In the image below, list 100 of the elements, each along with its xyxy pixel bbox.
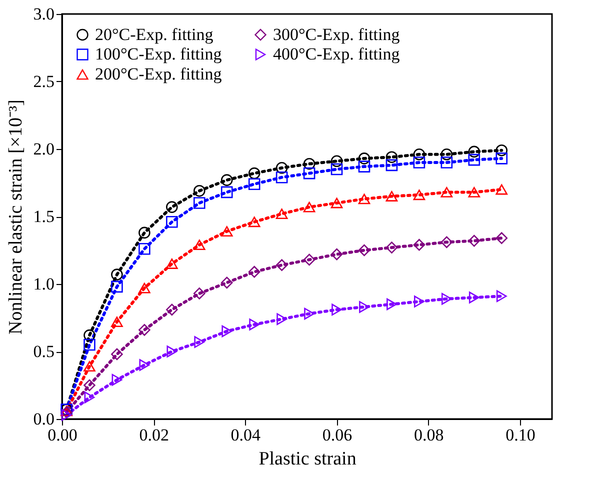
point <box>193 197 206 209</box>
y-tick-label: 3.0 <box>33 4 54 24</box>
point <box>468 154 480 166</box>
point <box>304 308 314 320</box>
x-tick-label: 0.04 <box>230 426 262 444</box>
point <box>276 162 288 174</box>
point <box>193 288 206 300</box>
y-tick-label: 1.5 <box>33 207 54 226</box>
point <box>220 276 233 289</box>
legend-label: 400°C-Exp. fitting <box>273 44 400 64</box>
point <box>276 171 288 184</box>
point <box>166 258 178 269</box>
x-tick-label: 0.10 <box>506 426 536 444</box>
point <box>220 226 233 237</box>
point <box>332 304 342 316</box>
y-axis-title: Nonlinear elastic strain [×10⁻³] <box>5 99 26 335</box>
y-tick-label: 0.0 <box>33 410 54 428</box>
point <box>111 348 123 360</box>
point <box>111 268 123 280</box>
point <box>413 238 426 251</box>
point <box>414 296 424 308</box>
point <box>496 290 507 302</box>
legend-label: 100°C-Exp. fitting <box>95 44 222 64</box>
point <box>166 304 178 316</box>
point <box>330 198 343 208</box>
point <box>386 159 398 172</box>
point <box>84 392 95 404</box>
point <box>222 325 232 338</box>
point <box>248 178 260 190</box>
point <box>111 316 123 327</box>
legend-label: 300°C-Exp. fitting <box>273 24 400 44</box>
point <box>248 216 260 228</box>
point <box>440 148 453 160</box>
point <box>276 208 288 219</box>
point <box>138 324 150 336</box>
y-tick-label: 2.0 <box>33 140 54 158</box>
point <box>139 359 150 371</box>
point <box>496 144 508 156</box>
legend-label: 20°C-Exp. fitting <box>95 24 214 44</box>
y-tick-label: 1.0 <box>33 274 54 294</box>
point <box>413 156 426 168</box>
point <box>496 184 508 195</box>
point <box>84 361 96 372</box>
point <box>358 160 370 172</box>
x-tick-label: 0.08 <box>414 426 444 444</box>
point <box>386 298 397 310</box>
point <box>303 254 316 266</box>
point <box>440 236 453 248</box>
x-axis-title: Plastic strain <box>258 448 357 470</box>
point <box>248 167 260 180</box>
point <box>468 187 480 198</box>
y-tick-label: 0.5 <box>33 342 54 361</box>
point <box>413 190 426 200</box>
point <box>386 151 398 163</box>
point <box>220 186 233 198</box>
point <box>468 234 480 247</box>
point <box>84 338 96 351</box>
point <box>358 194 370 204</box>
point <box>111 280 123 293</box>
point <box>303 158 316 170</box>
point <box>138 282 150 294</box>
point <box>468 292 480 304</box>
point <box>138 226 150 239</box>
point <box>330 248 343 260</box>
point <box>220 174 233 186</box>
x-tick-label: 0.06 <box>322 426 352 444</box>
point <box>61 409 72 421</box>
point <box>84 379 96 392</box>
point <box>386 242 398 254</box>
legend-label: 200°C-Exp. fitting <box>95 64 222 84</box>
point <box>276 259 288 271</box>
point <box>358 152 370 164</box>
y-tick-label: 2.5 <box>33 72 54 91</box>
point <box>303 202 316 212</box>
point <box>496 232 508 244</box>
point <box>359 301 370 313</box>
x-tick-label: 0.02 <box>139 426 169 444</box>
point <box>166 201 178 213</box>
point <box>112 374 122 386</box>
point <box>468 146 480 158</box>
point <box>303 167 316 180</box>
point <box>330 163 343 176</box>
point <box>194 336 205 348</box>
point <box>440 156 453 168</box>
point <box>84 329 96 342</box>
point <box>248 266 260 278</box>
point <box>358 244 370 256</box>
point <box>193 240 206 250</box>
point <box>413 148 426 160</box>
point <box>166 216 178 228</box>
point <box>249 318 260 330</box>
point <box>441 292 452 305</box>
point <box>440 187 453 198</box>
point <box>330 155 343 168</box>
x-tick-label: 0.00 <box>48 426 78 444</box>
point <box>276 313 288 325</box>
point <box>496 152 508 164</box>
point <box>386 191 398 202</box>
point <box>138 243 150 255</box>
point <box>166 346 178 358</box>
